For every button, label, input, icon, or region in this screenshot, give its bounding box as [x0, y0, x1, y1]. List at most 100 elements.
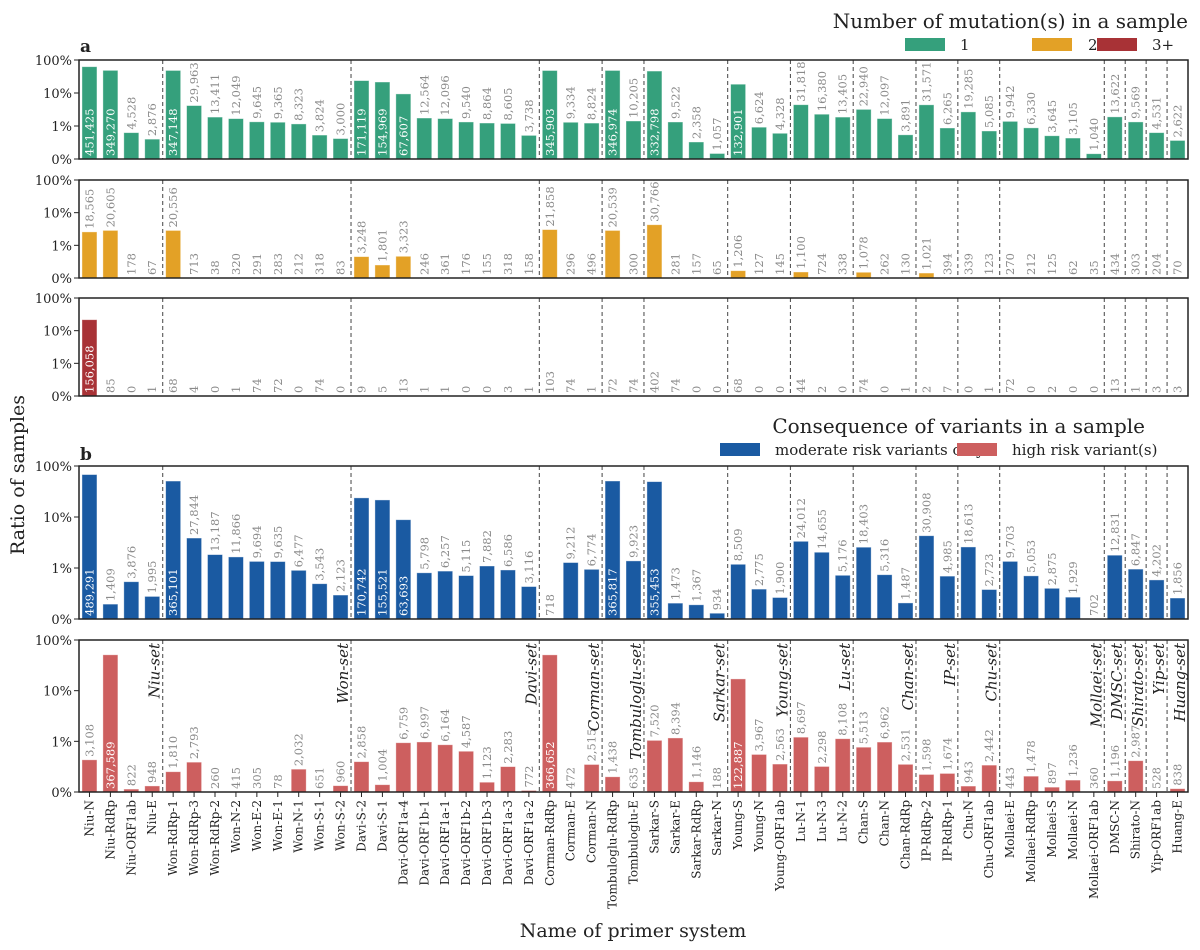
bar-Chu-ORF1ab	[981, 764, 998, 793]
data-label: 3,108	[82, 724, 96, 757]
data-label: 1,236	[1066, 744, 1080, 777]
y-tick-label: 10%	[43, 685, 72, 700]
y-tick-label: 0%	[51, 272, 72, 287]
x-tick-label: Corman-E	[564, 800, 578, 861]
bar-Won-RdRp-1	[165, 230, 182, 279]
data-label: 65	[710, 260, 724, 275]
bar-Chan-N	[876, 741, 893, 793]
bar-Lu-N-2	[834, 116, 851, 160]
bar-Chu-ORF1ab	[981, 130, 998, 160]
bar-Lu-N-2	[834, 574, 851, 620]
bar-Davi-S-2	[353, 761, 370, 793]
x-tick-label: Mollaei-RdRp	[1024, 800, 1038, 883]
data-label: 0	[773, 386, 787, 393]
data-label: 6,962	[878, 706, 892, 739]
data-label: 1,004	[375, 749, 389, 782]
set-label: Shirato-set	[1129, 642, 1147, 727]
bar-IP-RdRp-1	[939, 127, 956, 160]
x-tick-label: Won-N-2	[229, 800, 243, 853]
data-label: 9,365	[271, 86, 285, 119]
data-label: 361	[438, 253, 452, 275]
data-label: 318	[313, 253, 327, 275]
bar-Yip-ORF1ab	[1148, 579, 1165, 620]
data-label: 347,148	[166, 108, 180, 156]
bar-Won-N-1	[290, 123, 307, 160]
data-label: 1,057	[710, 118, 724, 151]
x-tick-label: Chu-ORF1ab	[982, 800, 996, 879]
data-label: 1,021	[919, 237, 933, 270]
data-label: 1,801	[375, 229, 389, 262]
data-label: 443	[1003, 767, 1017, 789]
data-label: 6,265	[940, 92, 954, 125]
bar-Won-RdRp-3	[186, 761, 202, 793]
bar-Won-S-1	[311, 134, 328, 160]
data-label: 8,824	[585, 87, 599, 120]
data-label: 1,078	[857, 236, 871, 269]
data-label: 0	[292, 386, 306, 393]
data-label: 702	[1087, 594, 1101, 616]
data-label: 434	[1108, 253, 1122, 275]
data-label: 1,929	[1066, 561, 1080, 594]
bar-Young-S	[730, 270, 747, 279]
data-label: 948	[145, 761, 159, 783]
data-label: 74	[668, 378, 682, 393]
y-tick-label: 100%	[35, 634, 72, 649]
panel-frame	[78, 297, 1189, 397]
data-label: 9,703	[1003, 525, 1017, 558]
x-tick-label: Sarkar-RdRp	[689, 800, 703, 879]
x-tick-label: Lu-N-2	[836, 800, 850, 842]
bar-Mollaei-E	[1002, 120, 1019, 160]
bar-IP-RdRp-2	[918, 774, 935, 793]
x-tick-label: Lu-N-1	[794, 800, 808, 842]
data-label: 1,100	[794, 236, 808, 269]
bar-Mollaei-S	[1044, 587, 1060, 620]
y-tick-label: 1%	[51, 357, 72, 372]
bar-Won-RdRp-2	[207, 554, 223, 620]
data-label: 145	[773, 253, 787, 275]
x-tick-label: Won-S-1	[313, 800, 327, 851]
bar-Sarkar-E	[667, 121, 684, 160]
data-label: 13	[396, 378, 410, 393]
legend-swatch	[957, 443, 997, 456]
bar-DMSC-N	[1106, 554, 1123, 620]
data-label: 156,058	[82, 345, 96, 393]
data-label: 281	[668, 253, 682, 275]
bar-IP-RdRp-1	[939, 773, 956, 793]
data-label: 4,587	[459, 715, 473, 748]
bar-Davi-S-2	[353, 256, 370, 279]
bar-Corman-N	[583, 568, 600, 620]
x-tick-label: Davi-ORF1b-1	[417, 800, 431, 886]
data-label: 85	[103, 378, 117, 393]
data-label: 9,522	[668, 86, 682, 119]
bar-Sarkar-E	[667, 737, 684, 793]
y-tick-label: 100%	[35, 174, 72, 189]
data-label: 1,900	[773, 562, 787, 595]
data-label: 934	[710, 588, 724, 610]
data-label: 78	[271, 774, 285, 789]
data-label: 4	[187, 386, 201, 393]
data-label: 772	[522, 766, 536, 788]
data-label: 1,040	[1087, 118, 1101, 151]
data-label: 1,146	[689, 746, 703, 779]
data-label: 897	[1045, 762, 1059, 784]
bar-Chu-N	[960, 546, 977, 620]
x-tick-label: Niu-N	[82, 800, 96, 837]
data-label: 67,607	[396, 116, 410, 156]
bar-Davi-ORF1a-3	[500, 766, 516, 793]
bar-Young-N	[751, 588, 767, 620]
bar-Shirato-N	[1127, 760, 1144, 793]
legend-swatch	[1097, 38, 1137, 51]
bar-Corman-RdRp	[541, 229, 558, 279]
bar-Young-ORF1ab	[772, 132, 788, 160]
bar-Sarkar-N	[709, 612, 726, 620]
bar-Tombuloglu-RdRp	[604, 230, 621, 279]
x-tick-label: Won-RdRp-1	[166, 800, 180, 876]
x-tick-label: Niu-E	[145, 800, 159, 835]
data-label: 718	[543, 594, 557, 616]
bar-Chan-RdRp	[897, 602, 914, 620]
x-tick-label: Corman-RdRp	[543, 800, 557, 886]
data-label: 320	[229, 253, 243, 275]
data-label: 5,053	[1024, 540, 1038, 573]
data-label: 2	[815, 386, 829, 393]
data-label: 402	[647, 371, 661, 393]
